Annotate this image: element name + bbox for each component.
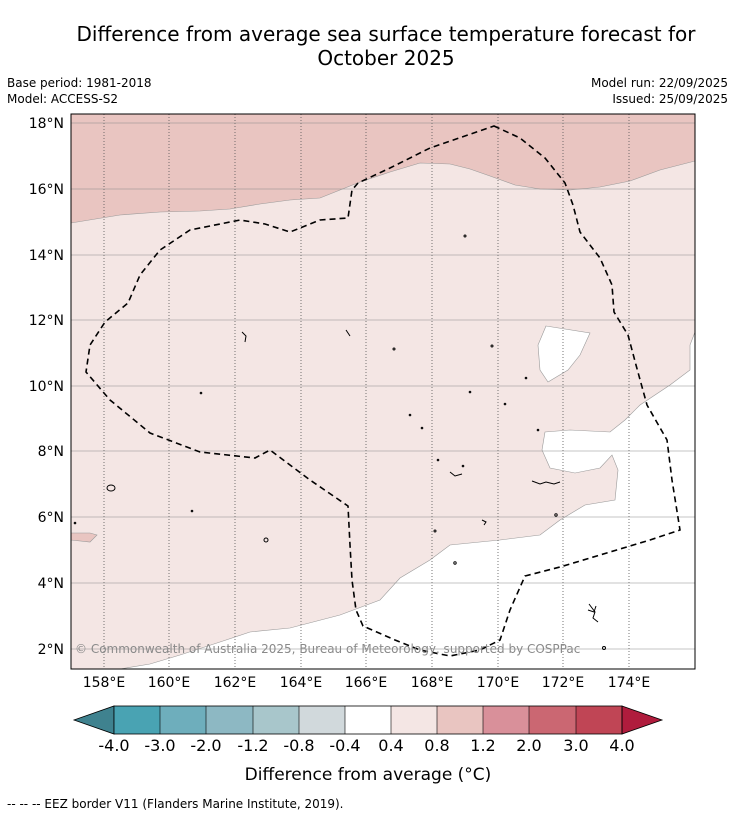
map-frame [70, 113, 696, 670]
colorbar-tick-label: 3.0 [563, 736, 588, 755]
lon-tick-label: 174°E [608, 675, 651, 691]
lon-tick-label: 170°E [477, 675, 520, 691]
colorbar-tick-label: -0.8 [283, 736, 314, 755]
lat-tick-label: 2°N [38, 642, 64, 658]
colorbar-tick-label: 0.8 [424, 736, 449, 755]
colorbar-segment [160, 706, 206, 734]
colorbar-segment [345, 706, 391, 734]
base-period: Base period: 1981-2018 [7, 76, 152, 90]
model-name: Model: ACCESS-S2 [7, 92, 119, 106]
lon-tick-label: 164°E [280, 675, 323, 691]
longitude-ticks: 158°E 160°E 162°E 164°E 166°E 168°E 170°… [83, 675, 651, 691]
model-run: Model run: 22/09/2025 [590, 76, 728, 90]
colorbar-segment [529, 706, 576, 734]
eez-footnote: -- -- -- EEZ border V11 (Flanders Marine… [7, 797, 344, 811]
colorbar-tick-label: -4.0 [98, 736, 129, 755]
lat-tick-label: 18°N [29, 116, 64, 132]
colorbar-segment [391, 706, 437, 734]
colorbar-tick-label: 4.0 [609, 736, 634, 755]
title-line-1: Difference from average sea surface temp… [76, 22, 696, 46]
colorbar-tick-label: -1.2 [237, 736, 268, 755]
lat-tick-label: 10°N [29, 379, 64, 395]
colorbar-tick-label: -3.0 [144, 736, 175, 755]
colorbar-label: Difference from average (°C) [245, 765, 492, 785]
colorbar-frame [113, 705, 623, 735]
latitude-ticks: 18°N 16°N 14°N 12°N 10°N 8°N 6°N 4°N 2°N [29, 116, 64, 658]
colorbar-segment [114, 706, 160, 734]
title-line-2: October 2025 [317, 46, 455, 70]
colorbar-dividers [159, 706, 577, 734]
lat-tick-label: 8°N [38, 444, 64, 460]
lat-tick-label: 6°N [38, 510, 64, 526]
colorbar-tick-label: -0.4 [329, 736, 360, 755]
colorbar-tick-label: 2.0 [516, 736, 541, 755]
colorbar-tick-label: 0.4 [378, 736, 403, 755]
meta-right: Model run: 22/09/2025 Issued: 25/09/2025 [591, 75, 728, 107]
anomaly-0.8-1.2-region [71, 114, 695, 224]
issued-date: Issued: 25/09/2025 [612, 92, 728, 106]
colorbar-segment [253, 706, 299, 734]
meta-left: Base period: 1981-2018 Model: ACCESS-S2 [7, 75, 152, 107]
lon-tick-label: 160°E [148, 675, 191, 691]
colorbar: -4.0 -3.0 -2.0 -1.2 -0.8 -0.4 0.4 0.8 1.… [72, 705, 664, 785]
copyright-text: © Commonwealth of Australia 2025, Bureau… [75, 642, 580, 656]
lon-tick-label: 168°E [411, 675, 454, 691]
colorbar-segment [483, 706, 529, 734]
colorbar-right-arrow [621, 705, 664, 735]
lat-tick-label: 4°N [38, 576, 64, 592]
colorbar-tick-label: -2.0 [190, 736, 221, 755]
lon-tick-label: 162°E [214, 675, 257, 691]
lat-tick-label: 12°N [29, 313, 64, 329]
lat-tick-label: 14°N [29, 248, 64, 264]
anomaly-west-patch [71, 532, 98, 543]
colorbar-segment [576, 706, 622, 734]
islands [73, 234, 606, 650]
gridlines [71, 114, 695, 669]
map-title: Difference from average sea surface temp… [0, 22, 736, 70]
lon-tick-label: 172°E [542, 675, 585, 691]
colorbar-segment [437, 706, 483, 734]
map-area [71, 114, 695, 669]
lat-tick-label: 16°N [29, 182, 64, 198]
lon-tick-label: 158°E [83, 675, 126, 691]
anomaly-white-pocket [537, 325, 591, 383]
lon-tick-label: 166°E [345, 675, 388, 691]
colorbar-tick-label: 1.2 [470, 736, 495, 755]
colorbar-segment [206, 706, 253, 734]
eez-border [85, 125, 681, 657]
colorbar-segment [299, 706, 345, 734]
colorbar-left-arrow [72, 705, 115, 735]
anomaly-near-zero-region [119, 331, 695, 669]
